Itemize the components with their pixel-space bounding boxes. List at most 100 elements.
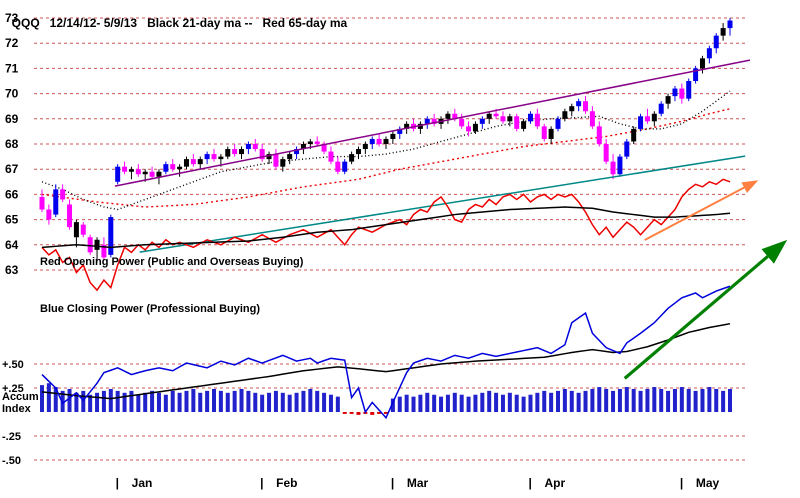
accum-bar (308, 388, 313, 412)
candle-body (672, 88, 678, 97)
accum-bar (514, 394, 519, 412)
price-tick-label: 64 (5, 238, 19, 252)
accum-bar (562, 388, 567, 412)
candle-body (541, 126, 547, 139)
candle-body (101, 244, 107, 258)
accum-bar (686, 388, 691, 412)
candle-body (170, 164, 176, 170)
accum-bar (569, 390, 574, 412)
chart-title: QQQ 12/14/12- 5/9/13 Black 21-day ma -- … (5, 2, 348, 30)
candle-body (60, 189, 66, 200)
candle-body (397, 128, 403, 134)
candle-body (610, 161, 616, 175)
accum-bar (418, 394, 423, 412)
candle-body (493, 113, 499, 117)
candle-body (128, 169, 134, 172)
price-tick-label: 71 (5, 61, 19, 75)
accum-bar (163, 394, 168, 412)
ma21-line (41, 90, 731, 211)
price-tick-label: 66 (5, 187, 19, 201)
candle-body (713, 35, 719, 49)
candle-body (183, 159, 189, 167)
candle-body (87, 237, 93, 253)
accum-bar (101, 390, 106, 412)
accum-bar (218, 390, 223, 412)
accum-bar (666, 390, 671, 412)
accum-bar (108, 388, 113, 412)
accum-bar (260, 394, 265, 412)
accum-bar (156, 392, 161, 412)
accum-bar (95, 392, 100, 412)
accum-bar (46, 383, 51, 412)
accum-bar (115, 390, 120, 412)
accum-bar (597, 387, 602, 412)
accum-bar (672, 388, 677, 412)
accum-index-label-line2: Index (2, 403, 31, 415)
candle-body (259, 149, 265, 160)
candle-body (486, 113, 492, 119)
accum-bar (556, 390, 560, 412)
accum-bar (721, 390, 726, 412)
candle-body (39, 196, 45, 210)
accum-bar (40, 385, 44, 412)
candle-body (73, 222, 79, 238)
closing-power-label: Blue Closing Power (Professional Buying) (40, 303, 261, 315)
accum-bar (576, 392, 581, 412)
accum-bar (349, 412, 354, 414)
candle-body (603, 144, 609, 162)
accum-bar (404, 394, 409, 412)
accum-bar (212, 388, 216, 412)
lower-tick-label: -.50 (2, 455, 21, 467)
accum-bar (624, 387, 629, 412)
candles (39, 18, 733, 263)
candle-body (679, 88, 685, 99)
candle-body (452, 113, 458, 119)
month-label: May (696, 476, 720, 490)
upper-channel-line (114, 59, 751, 187)
accum-bar (507, 392, 512, 412)
month-tick: | (528, 476, 531, 490)
price-tick-label: 69 (5, 112, 19, 126)
candle-body (349, 154, 355, 162)
accum-bar (549, 392, 554, 412)
candle-body (122, 166, 128, 172)
candle-body (390, 133, 396, 139)
candle-body (149, 171, 155, 177)
gridlines (34, 17, 745, 461)
accum-bar (384, 412, 388, 414)
accum-bar (390, 398, 395, 412)
accum-bar (294, 392, 299, 412)
candle-body (46, 209, 52, 220)
accum-bar (60, 390, 65, 412)
candle-body (314, 141, 320, 144)
closing-power-line (41, 285, 731, 420)
accum-bar (280, 392, 285, 412)
accum-bar (411, 396, 416, 412)
accum-bar (521, 396, 526, 412)
accum-bar (425, 392, 430, 412)
candle-body (67, 204, 73, 228)
candle-body (362, 144, 368, 150)
candle-body (342, 161, 348, 172)
price-tick-label: 65 (5, 213, 19, 227)
accum-bar (232, 390, 237, 412)
candle-body (507, 116, 513, 122)
candle-body (307, 141, 313, 144)
accum-bar (191, 388, 196, 412)
accum-bar (377, 412, 382, 414)
price-tick-label: 72 (5, 36, 19, 50)
opening-power-label: Red Opening Power (Public and Overseas B… (40, 256, 304, 268)
candle-body (142, 171, 148, 175)
accum-bar (700, 388, 705, 412)
accum-bar (136, 394, 141, 412)
accum-bar (452, 392, 457, 412)
accum-bar (611, 390, 616, 412)
accum-bar (328, 394, 333, 412)
accum-bar (693, 390, 698, 412)
opening-power-line (41, 178, 731, 292)
candle-body (727, 20, 733, 29)
accum-bar (714, 388, 719, 412)
month-tick: | (680, 476, 683, 490)
candle-body (631, 128, 637, 142)
